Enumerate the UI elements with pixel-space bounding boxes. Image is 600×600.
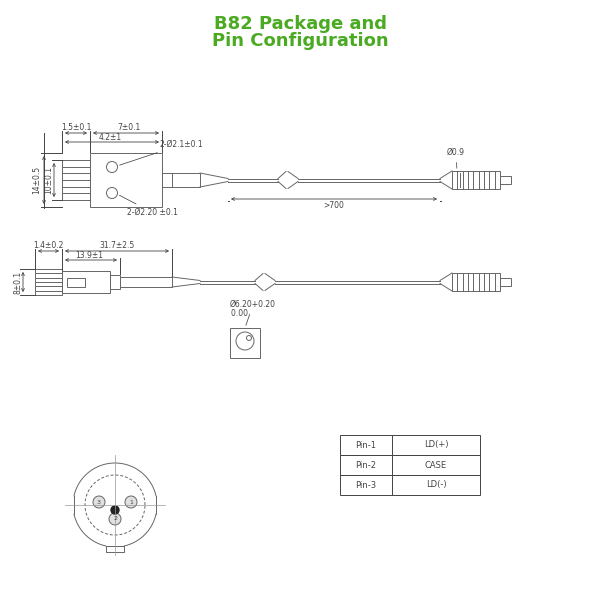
Text: 1.5±0.1: 1.5±0.1 xyxy=(61,124,91,133)
Circle shape xyxy=(109,513,121,525)
Bar xyxy=(340,455,480,475)
Circle shape xyxy=(93,496,105,508)
Bar xyxy=(452,273,500,291)
Bar xyxy=(452,171,500,189)
Bar xyxy=(106,546,124,552)
Bar xyxy=(35,269,62,295)
Bar xyxy=(62,271,110,293)
Text: Pin Configuration: Pin Configuration xyxy=(212,32,388,50)
Text: 2: 2 xyxy=(113,517,117,521)
Text: Pin-1: Pin-1 xyxy=(355,440,377,449)
Text: 0.00: 0.00 xyxy=(212,310,248,319)
Text: LD(-): LD(-) xyxy=(425,481,446,490)
Bar xyxy=(500,176,511,184)
Text: 7±0.1: 7±0.1 xyxy=(118,124,140,133)
Text: >700: >700 xyxy=(323,200,344,209)
Circle shape xyxy=(111,506,119,514)
Text: LD(+): LD(+) xyxy=(424,440,448,449)
Bar xyxy=(62,160,90,200)
Bar xyxy=(230,328,260,358)
Text: 2-Ø2.20 ±0.1: 2-Ø2.20 ±0.1 xyxy=(119,195,178,217)
Text: 2-Ø2.1±0.1: 2-Ø2.1±0.1 xyxy=(119,140,203,165)
Text: 3: 3 xyxy=(97,499,101,505)
Text: 13.9±1: 13.9±1 xyxy=(75,251,103,259)
Circle shape xyxy=(125,496,137,508)
Bar xyxy=(120,277,172,287)
Text: CASE: CASE xyxy=(425,461,447,469)
Text: 4.2±1: 4.2±1 xyxy=(98,133,122,142)
Text: 10±0.1: 10±0.1 xyxy=(44,166,53,194)
Text: B82 Package and: B82 Package and xyxy=(214,15,386,33)
Text: Ø6.20+0.20: Ø6.20+0.20 xyxy=(230,300,276,325)
Bar xyxy=(500,278,511,286)
Bar xyxy=(110,275,120,289)
Text: 31.7±2.5: 31.7±2.5 xyxy=(100,241,134,251)
Text: 8±0.1: 8±0.1 xyxy=(14,271,23,293)
Text: Pin-2: Pin-2 xyxy=(355,461,377,469)
Bar xyxy=(162,173,200,187)
Text: 1.4±0.2: 1.4±0.2 xyxy=(34,241,64,251)
Bar xyxy=(340,475,480,495)
Text: Pin-3: Pin-3 xyxy=(355,481,377,490)
Bar xyxy=(340,435,480,455)
Bar xyxy=(90,153,162,207)
Text: 1: 1 xyxy=(129,499,133,505)
Text: 14±0.5: 14±0.5 xyxy=(32,166,41,194)
Bar xyxy=(67,277,85,286)
Text: Ø0.9: Ø0.9 xyxy=(447,148,465,168)
